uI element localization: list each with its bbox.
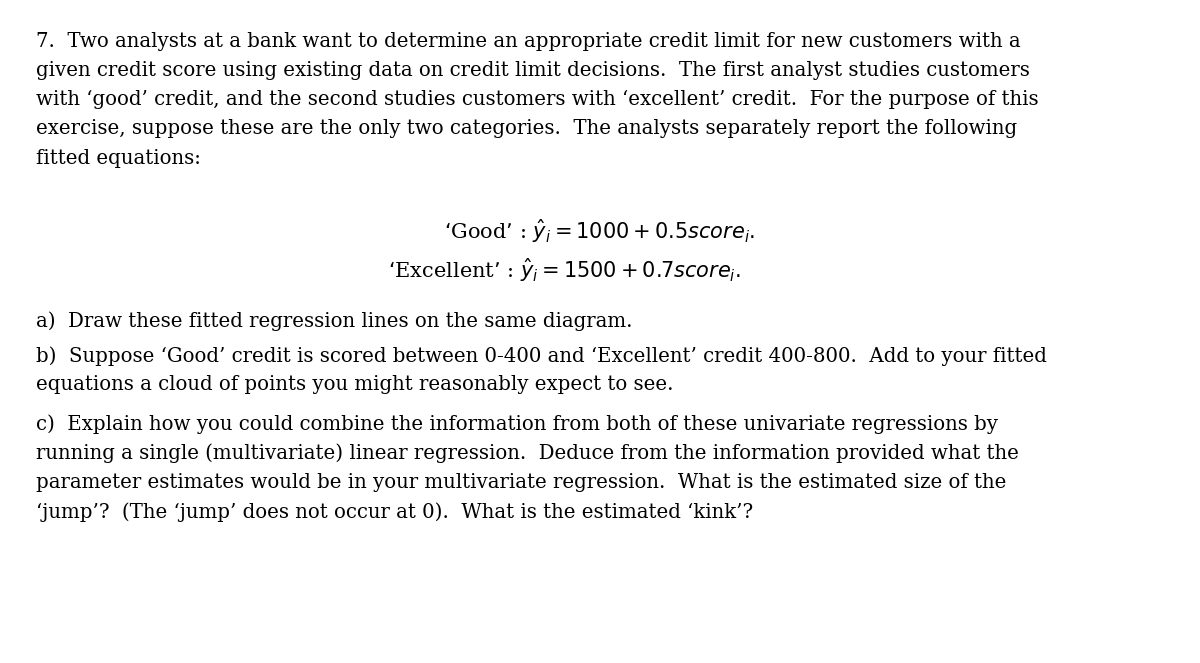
Text: equations a cloud of points you might reasonably expect to see.: equations a cloud of points you might re… [36, 375, 673, 394]
Text: running a single (multivariate) linear regression.  Deduce from the information : running a single (multivariate) linear r… [36, 444, 1019, 463]
Text: fitted equations:: fitted equations: [36, 149, 200, 168]
Text: ‘Excellent’ : $\hat{y}_i = 1500 + 0.7\mathit{score}_i.$: ‘Excellent’ : $\hat{y}_i = 1500 + 0.7\ma… [388, 256, 740, 284]
Text: with ‘good’ credit, and the second studies customers with ‘excellent’ credit.  F: with ‘good’ credit, and the second studi… [36, 90, 1039, 109]
Text: b)  Suppose ‘Good’ credit is scored between 0-400 and ‘Excellent’ credit 400-800: b) Suppose ‘Good’ credit is scored betwe… [36, 346, 1046, 366]
Text: exercise, suppose these are the only two categories.  The analysts separately re: exercise, suppose these are the only two… [36, 119, 1018, 139]
Text: ‘Good’ : $\hat{y}_i = 1000 + 0.5\mathit{score}_i.$: ‘Good’ : $\hat{y}_i = 1000 + 0.5\mathit{… [444, 217, 756, 245]
Text: given credit score using existing data on credit limit decisions.  The first ana: given credit score using existing data o… [36, 61, 1030, 80]
Text: c)  Explain how you could combine the information from both of these univariate : c) Explain how you could combine the inf… [36, 414, 998, 434]
Text: a)  Draw these fitted regression lines on the same diagram.: a) Draw these fitted regression lines on… [36, 312, 632, 332]
Text: 7.  Two analysts at a bank want to determine an appropriate credit limit for new: 7. Two analysts at a bank want to determ… [36, 32, 1021, 51]
Text: ‘jump’?  (The ‘jump’ does not occur at 0).  What is the estimated ‘kink’?: ‘jump’? (The ‘jump’ does not occur at 0)… [36, 502, 754, 522]
Text: parameter estimates would be in your multivariate regression.  What is the estim: parameter estimates would be in your mul… [36, 473, 1007, 492]
